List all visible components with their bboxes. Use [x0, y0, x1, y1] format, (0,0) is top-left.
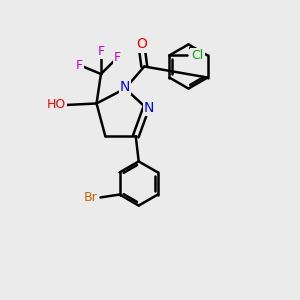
Text: O: O — [54, 98, 64, 111]
Text: HO: HO — [46, 98, 66, 111]
Text: F: F — [76, 59, 83, 72]
Text: F: F — [98, 45, 104, 58]
Text: Cl: Cl — [191, 49, 204, 62]
Text: F: F — [114, 51, 121, 64]
Text: N: N — [144, 101, 154, 115]
Text: N: N — [120, 80, 130, 94]
Text: O: O — [136, 38, 147, 51]
Text: Br: Br — [84, 191, 98, 204]
Text: H: H — [47, 100, 55, 110]
